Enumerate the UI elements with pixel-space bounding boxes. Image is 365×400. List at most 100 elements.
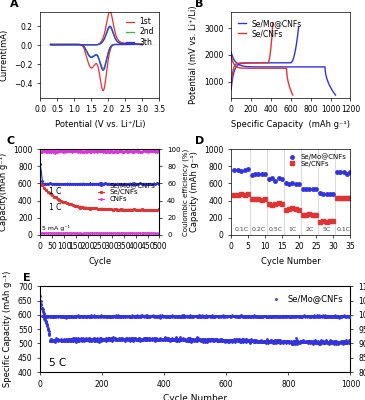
Text: 0.2C: 0.2C <box>251 226 265 232</box>
Point <box>342 314 347 320</box>
Point <box>187 314 193 320</box>
Point <box>226 312 232 319</box>
Se/Mo@CNFs <box>324 339 330 345</box>
Se/Mo@CNFs <box>288 339 293 346</box>
Se/Mo@CNFs <box>67 335 73 342</box>
Point <box>68 313 73 320</box>
Point <box>59 313 65 320</box>
Se/Mo@CNFs <box>70 337 76 344</box>
Point <box>315 313 321 320</box>
Se/CNFs <box>96 207 100 212</box>
Se/Mo@CNFs <box>268 337 274 343</box>
Se/Mo@CNFs <box>215 337 220 344</box>
Point <box>306 313 311 320</box>
Se/Mo@CNFs <box>72 337 77 343</box>
Se/Mo@CNFs <box>174 336 180 342</box>
Se/Mo@CNFs <box>75 336 81 342</box>
Se/Mo@CNFs <box>152 336 158 343</box>
Se/Mo@CNFs <box>53 336 59 343</box>
Point <box>72 313 77 319</box>
Point <box>102 313 108 320</box>
Point <box>277 313 283 319</box>
Point <box>169 313 174 320</box>
Se/Mo@CNFs <box>293 338 299 344</box>
Point <box>162 313 168 320</box>
Se/Mo@CNFs <box>339 339 345 346</box>
Point <box>342 313 348 320</box>
Point <box>341 313 347 320</box>
Se/Mo@CNFs <box>123 338 128 344</box>
Point <box>111 312 117 319</box>
Point <box>309 313 315 319</box>
Se/Mo@CNFs <box>318 337 323 344</box>
Point <box>343 313 349 319</box>
Se/Mo@CNFs <box>334 340 339 347</box>
Point <box>91 313 97 319</box>
Se/Mo@CNFs <box>93 336 99 343</box>
Point <box>98 314 104 320</box>
Se/Mo@CNFs <box>88 338 94 344</box>
Point <box>347 313 353 319</box>
Se/Mo@CNFs <box>347 338 353 345</box>
Se/Mo@CNFs <box>255 60 260 65</box>
Se/CNFs <box>338 196 342 200</box>
Point <box>218 314 224 320</box>
Point <box>326 312 331 319</box>
Point <box>239 313 245 320</box>
Point <box>193 312 199 319</box>
Point <box>70 314 76 320</box>
Se/Mo@CNFs <box>270 340 276 346</box>
Point <box>159 312 165 319</box>
Se/CNFs <box>256 196 261 201</box>
Se/Mo@CNFs <box>217 336 223 343</box>
Y-axis label: Specific Capacity (mAh g⁻¹): Specific Capacity (mAh g⁻¹) <box>3 271 12 387</box>
Se/Mo@CNFs <box>89 337 95 344</box>
Point <box>67 313 73 320</box>
Se/Mo@CNFs <box>184 337 190 343</box>
Point <box>254 313 260 319</box>
Se/Mo@CNFs <box>156 337 162 343</box>
Point <box>114 314 120 320</box>
Se/Mo@CNFs <box>158 336 164 342</box>
Se/Mo@CNFs <box>143 335 149 341</box>
Legend: Se/Mo@CNFs, Se/CNFs: Se/Mo@CNFs, Se/CNFs <box>289 153 347 168</box>
Point <box>216 313 222 319</box>
Point <box>64 314 69 320</box>
2nd <box>140 42 145 47</box>
Se/Mo@CNFs <box>254 338 260 345</box>
Se/Mo@CNFs <box>270 338 276 344</box>
Point <box>40 313 46 320</box>
Se/Mo@CNFs <box>49 338 54 344</box>
Point <box>124 313 130 320</box>
Se/Mo@CNFs <box>95 336 101 342</box>
Point <box>164 313 169 319</box>
Point <box>79 312 85 319</box>
Point <box>212 313 218 320</box>
Se/Mo@CNFs <box>63 337 69 343</box>
Se/Mo@CNFs <box>272 60 276 65</box>
Point <box>249 312 255 319</box>
Point <box>189 313 195 319</box>
Point <box>184 314 190 320</box>
Se/Mo@CNFs <box>277 340 283 346</box>
Point <box>88 314 93 320</box>
Se/Mo@CNFs <box>276 336 282 343</box>
Se/Mo@CNFs <box>316 339 322 346</box>
Point <box>292 313 297 319</box>
Se/Mo@CNFs <box>346 339 351 346</box>
Se/Mo@CNFs <box>311 338 317 344</box>
Point <box>219 313 224 320</box>
Line: Se/Mo@CNFs: Se/Mo@CNFs <box>39 164 160 186</box>
Se/Mo@CNFs <box>194 334 200 341</box>
Point <box>260 313 266 320</box>
Point <box>220 313 226 320</box>
Se/Mo@CNFs <box>108 336 114 342</box>
Point <box>122 314 128 320</box>
Point <box>71 313 77 319</box>
Point <box>99 313 104 320</box>
Point <box>210 312 215 319</box>
Se/Mo@CNFs <box>232 168 237 172</box>
Se/Mo@CNFs <box>224 338 230 344</box>
Se/Mo@CNFs <box>110 334 116 341</box>
Point <box>111 313 117 319</box>
